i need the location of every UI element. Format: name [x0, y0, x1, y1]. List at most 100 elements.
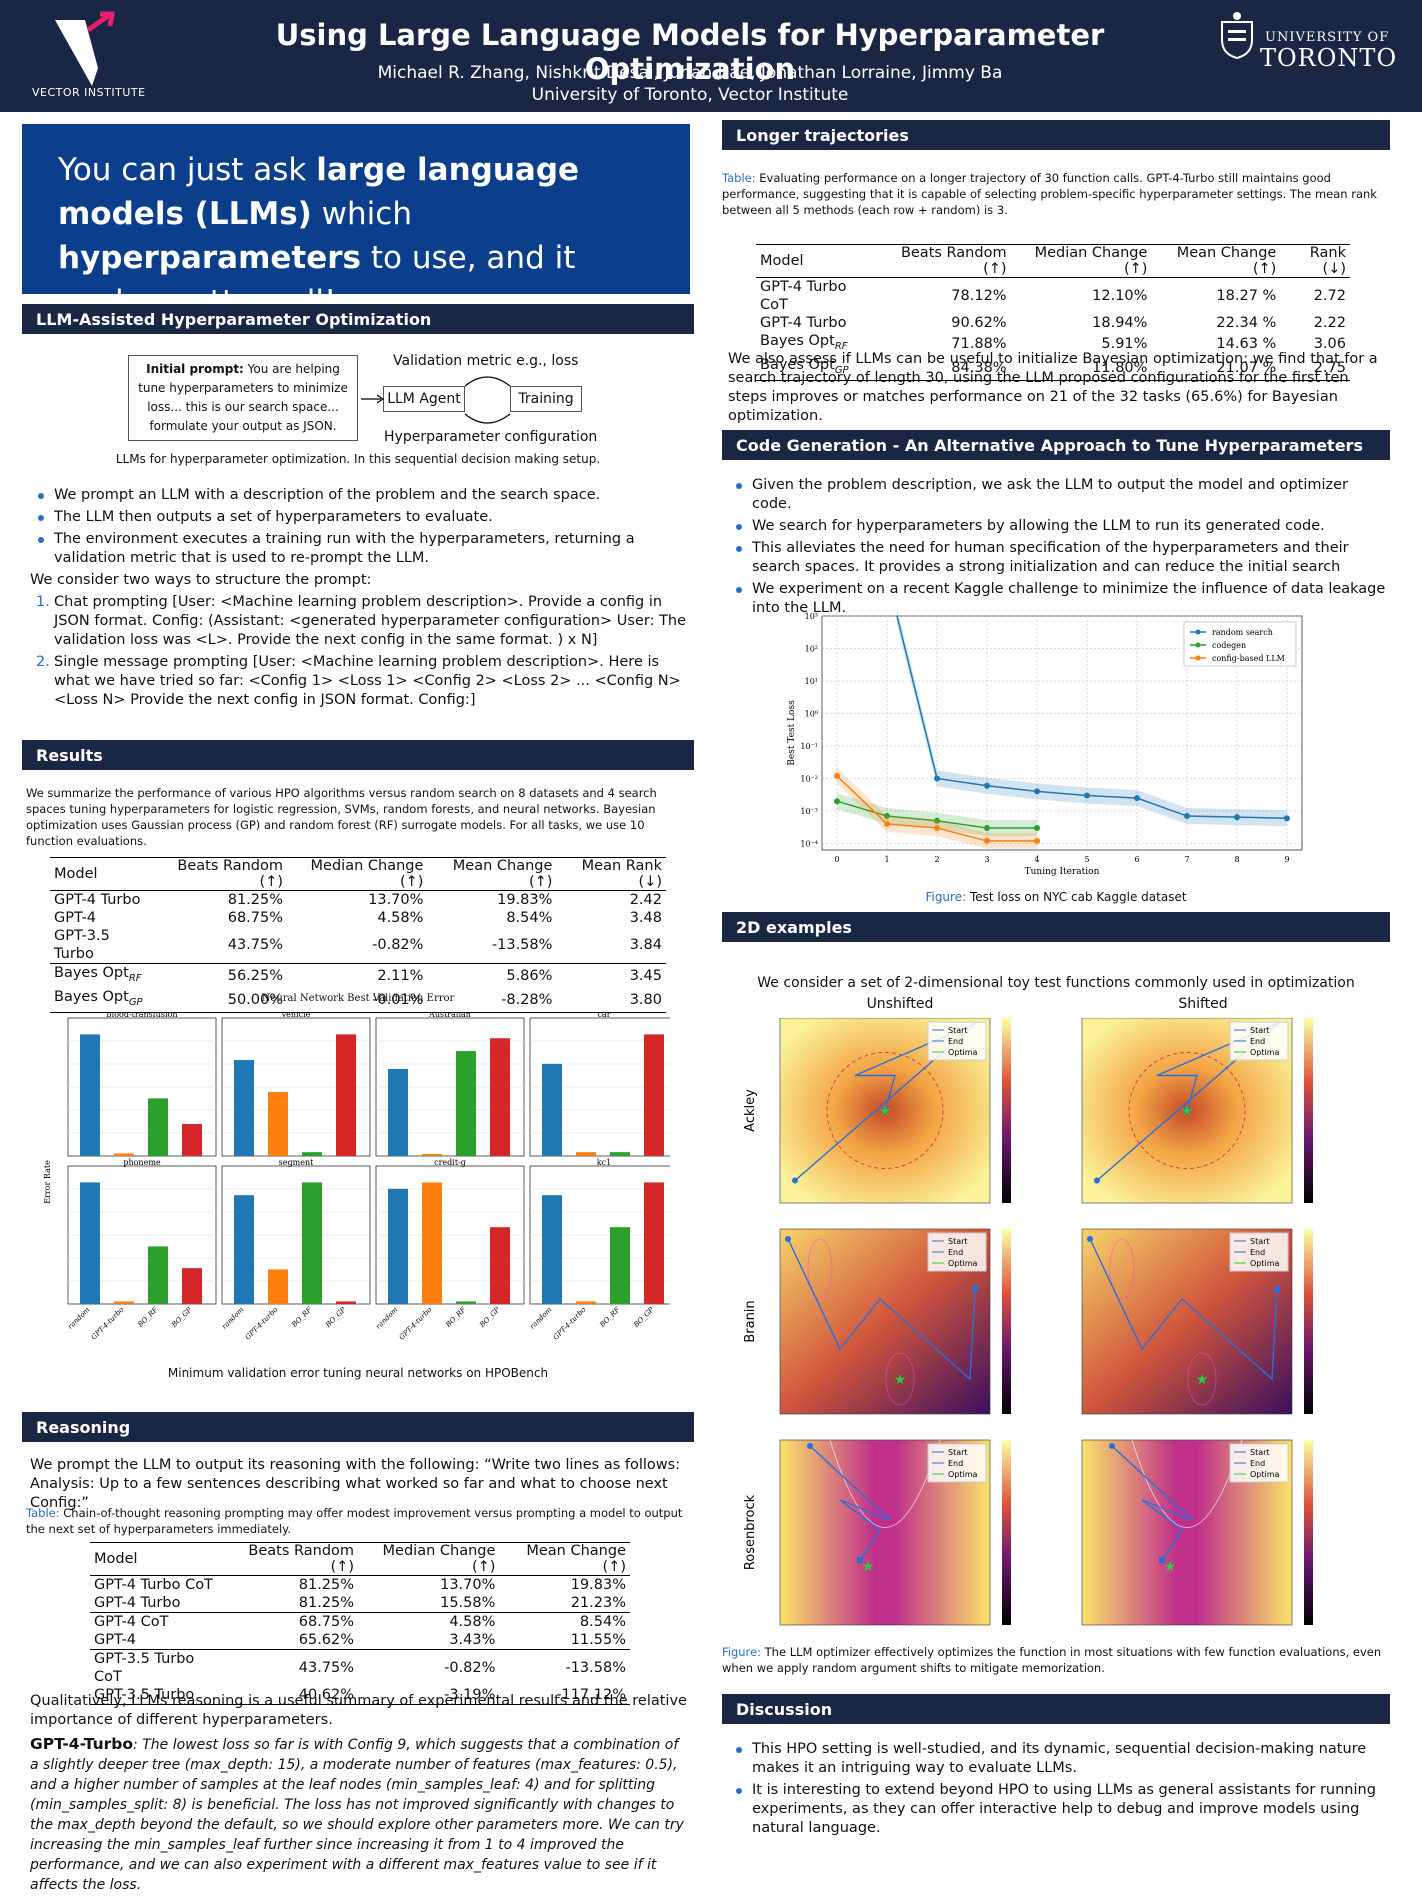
bar	[610, 1227, 630, 1304]
bar	[388, 1068, 408, 1156]
poster-title: Using Large Language Models for Hyperpar…	[275, 18, 1105, 86]
bar-chart-title: Neural Network Best Validation Error	[261, 993, 455, 1004]
results-intro: We summarize the performance of various …	[26, 786, 657, 848]
table-row: GPT-4 Turbo CoT 81.25% 13.70% 19.83%	[94, 1577, 626, 1593]
legend-label: End	[1250, 1248, 1265, 1257]
llm-bullet: The LLM then outputs a set of hyperparam…	[30, 508, 690, 527]
legend-label: Start	[1250, 1448, 1270, 1457]
llm-bullet: We prompt an LLM with a description of t…	[30, 486, 690, 505]
x-tick-label: BO_RF	[136, 1305, 161, 1330]
twod-intro: We consider a set of 2-dimensional toy t…	[757, 975, 1355, 991]
data-point	[884, 813, 890, 820]
panel-title: vehicle	[281, 1012, 311, 1019]
bar	[542, 1195, 562, 1304]
legend-label: End	[1250, 1037, 1265, 1046]
optimizer-path	[794, 1021, 978, 1182]
optimizer-path	[1096, 1021, 1280, 1182]
optimizer-path	[1089, 1238, 1278, 1381]
x-tick-label: 1	[884, 855, 889, 864]
bar	[80, 1034, 100, 1156]
y-tick-label: 10⁻⁴	[800, 840, 818, 849]
x-tick-label: 3	[984, 855, 989, 864]
bar	[302, 1152, 322, 1156]
row-label: Rosenbrock	[743, 1494, 758, 1570]
legend-label: End	[1250, 1459, 1265, 1468]
y-axis-label: Error Rate	[43, 1160, 52, 1204]
start-marker	[1087, 1236, 1093, 1242]
section-heading-llm-hpo: LLM-Assisted Hyperparameter Optimization	[22, 304, 694, 334]
longer-after-text: We also assess if LLMs can be useful to …	[728, 351, 1378, 424]
col-header: Model	[90, 1542, 223, 1576]
data-point	[1034, 824, 1040, 831]
bar	[114, 1301, 134, 1304]
legend-label: Start	[948, 1237, 968, 1246]
codegen-bullet: This alleviates the need for human speci…	[728, 539, 1388, 577]
key-message-banner: You can just ask large language models (…	[22, 124, 690, 320]
table-row: GPT-4 CoT 68.75% 4.58% 8.54%	[90, 1612, 630, 1631]
bar	[268, 1092, 288, 1156]
y-tick-label: 10⁻²	[800, 775, 818, 784]
diagram-caption: LLMs for hyperparameter optimization. In…	[115, 452, 601, 466]
x-tick-label: BO_GP	[631, 1306, 655, 1330]
reasoning-quote: GPT-4-Turbo: The lowest loss so far is w…	[30, 1735, 684, 1893]
x-tick-label: GPT-4-turbo	[244, 1306, 280, 1342]
col-header: Model	[756, 244, 876, 278]
table-row: GPT-3.5 Turbo CoT 43.75% -0.82% -13.58%	[90, 1649, 630, 1686]
data-point	[834, 798, 840, 805]
banner-bold-1: large language models (LLMs)	[58, 152, 580, 232]
col-header: Beats Random (↑)	[875, 244, 1011, 278]
section-heading-discussion: Discussion	[722, 1694, 1390, 1724]
poster-header: VECTOR INSTITUTE Using Large Language Mo…	[0, 0, 1422, 112]
uoft-label-big: TORONTO	[1260, 44, 1398, 72]
twod-figure-caption: Figure: The LLM optimizer effectively op…	[722, 1645, 1382, 1675]
x-tick-label: 6	[1134, 855, 1139, 864]
x-tick-label: BO_RF	[444, 1305, 469, 1330]
col-header: Model	[50, 857, 153, 891]
legend-label: Optima	[948, 1259, 978, 1268]
contour-ring	[826, 1052, 944, 1169]
y-axis-label: Best Test Loss	[787, 700, 797, 766]
table-row: GPT-3.5 Turbo 40.62% -3.19% -117.12%	[90, 1686, 630, 1705]
data-point	[1184, 813, 1190, 820]
vector-logo-icon	[55, 11, 115, 86]
x-tick-label: 7	[1184, 855, 1189, 864]
panel-title: credit-g	[434, 1158, 466, 1167]
bar	[456, 1301, 476, 1304]
prompt-text: You are helping tune hyperparameters to …	[138, 362, 348, 433]
contour-ring	[1128, 1052, 1246, 1169]
legend-marker	[1195, 629, 1201, 635]
test-loss-chart: 0 1 2 3 4 5 6 7 8 9 10⁻⁴ 10⁻³ 10⁻² 10⁻¹ 10⁰ 10¹ 10² 10³ Tu…	[787, 608, 1303, 877]
bar	[182, 1124, 202, 1156]
x-tick-label: GPT-4-turbo	[90, 1306, 126, 1342]
reasoning-table: Model Beats Random (↑) Median Change (↑)…	[90, 1542, 630, 1705]
panel-title: car	[597, 1012, 610, 1019]
col-unshifted-label: Unshifted	[866, 996, 934, 1012]
data-point	[934, 824, 940, 831]
bar	[182, 1268, 202, 1304]
table-row: GPT-4 Turbo CoT 78.12% 12.10% 18.27 % 2.72	[760, 279, 1346, 313]
data-point	[1084, 792, 1090, 799]
colorbar	[1002, 1229, 1011, 1414]
col-header: Median Change (↑)	[287, 857, 428, 891]
y-tick-label: 10⁰	[805, 710, 818, 719]
bar	[80, 1182, 100, 1304]
legend-label: Optima	[948, 1470, 978, 1479]
y-tick-label: 10¹	[805, 677, 818, 686]
start-marker	[1109, 1443, 1115, 1449]
optimizer-path	[1111, 1445, 1193, 1561]
reasoning-table-caption: Table: Chain-of-thought reasoning prompt…	[26, 1506, 683, 1536]
uoft-crest-icon	[1221, 12, 1253, 60]
col-header: Mean Change (↑)	[427, 857, 557, 891]
data-point	[934, 775, 940, 782]
optima-star-icon: ★	[1164, 1559, 1177, 1575]
colorbar	[1002, 1440, 1011, 1625]
col-header: Median Change (↑)	[1010, 244, 1152, 278]
section-heading-2d: 2D examples	[722, 912, 1390, 942]
vector-institute-label: VECTOR INSTITUTE	[32, 86, 146, 99]
way-item: 2. Single message prompting [User: <Machi…	[36, 654, 681, 708]
colorbar	[1304, 1229, 1313, 1414]
loop-arrows-icon	[361, 376, 511, 424]
x-tick-label: random	[66, 1306, 91, 1331]
panel-title: phoneme	[123, 1158, 161, 1167]
x-axis-label: Tuning Iteration	[1025, 867, 1100, 877]
